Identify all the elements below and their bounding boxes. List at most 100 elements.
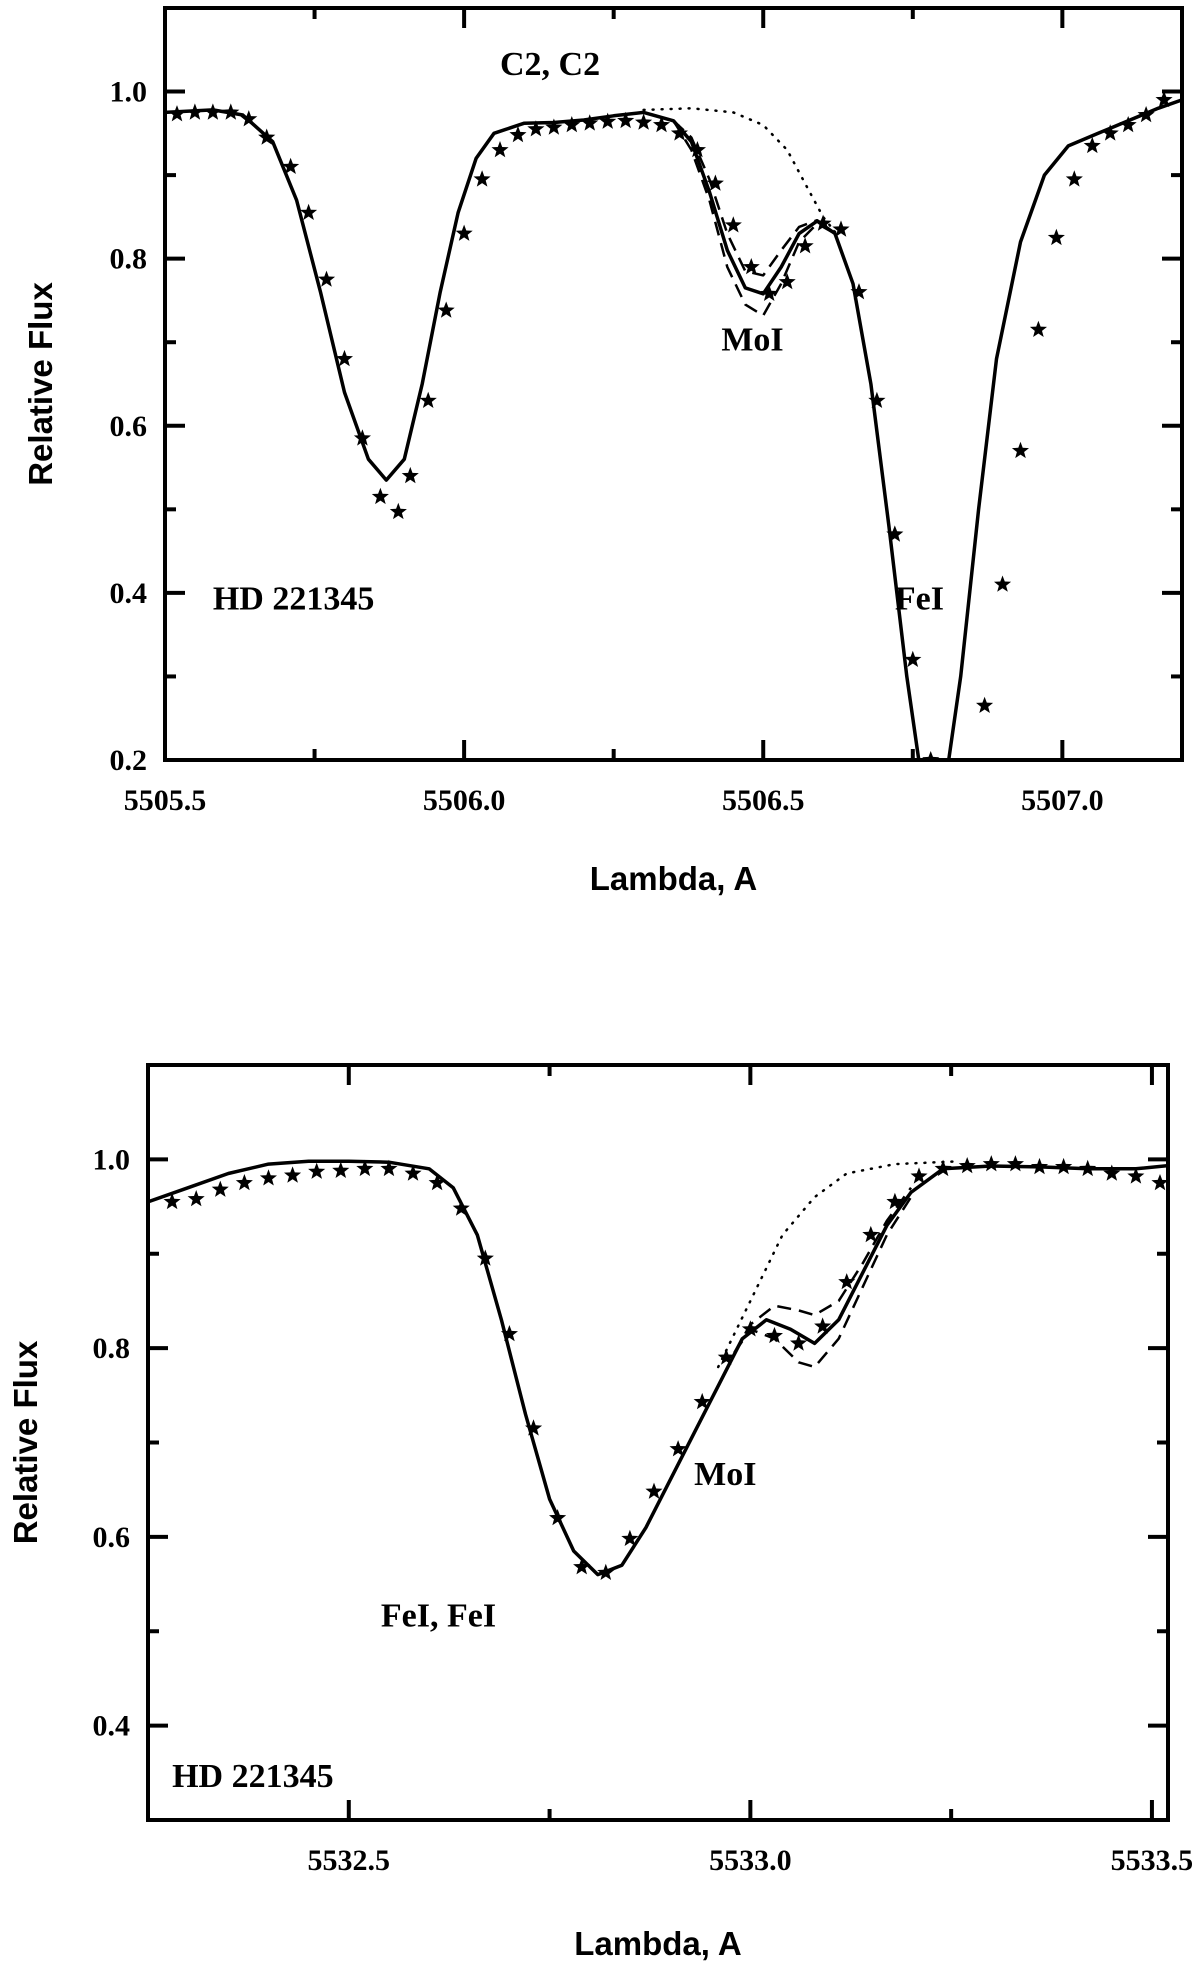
observed-star-point — [401, 466, 419, 484]
observed-star-point — [389, 502, 407, 520]
observed-star-point — [300, 203, 318, 220]
dashed-synthetic-spectrum — [672, 119, 836, 277]
observed-star-point — [1127, 1167, 1145, 1184]
x-tick-label: 5533.5 — [1111, 1844, 1194, 1877]
x-axis-title: Lambda, A — [590, 860, 757, 897]
observed-star-point — [653, 116, 671, 133]
observed-star-point — [790, 1334, 808, 1351]
observed-star-point — [211, 1180, 229, 1197]
series-group — [165, 90, 1182, 760]
solid-synthetic-spectrum — [148, 1159, 1168, 1577]
observed-star-point — [814, 1317, 832, 1334]
y-tick-label: 1.0 — [110, 76, 148, 109]
plot-frame — [146, 1063, 1170, 1822]
spectrum-plot-bottom: 5532.5 5533.0 5533.5 0.4 0.6 0.8 1.0 Lambda, A R… — [7, 1063, 1194, 1962]
observed-star-point — [371, 487, 389, 505]
observed-star-point — [1151, 1174, 1168, 1191]
annotation-label: MoI — [721, 322, 783, 359]
dashed-synthetic-spectrum — [672, 120, 836, 317]
observed-star-point — [452, 1199, 470, 1216]
observed-star-point — [706, 174, 724, 191]
observed-star-point — [380, 1159, 398, 1177]
y-axis-title: Relative Flux — [7, 1340, 44, 1544]
observed-star-point — [527, 120, 545, 137]
observed-star-point — [886, 1192, 904, 1210]
observed-star-point — [437, 301, 455, 318]
annotation-label: HD 221345 — [213, 581, 375, 618]
observed-star-point — [1101, 124, 1119, 141]
observed-star-point — [318, 270, 336, 287]
observed-spectrum-stars — [168, 90, 1173, 760]
observed-star-point — [308, 1162, 326, 1179]
x-tick-label: 5506.5 — [722, 784, 805, 817]
observed-star-point — [1155, 90, 1173, 108]
observed-star-point — [688, 141, 706, 158]
observed-star-point — [669, 1440, 687, 1457]
x-tick-label: 5532.5 — [308, 1844, 391, 1877]
observed-star-point — [163, 1192, 181, 1210]
observed-star-point — [525, 1419, 543, 1436]
plot-frame — [163, 6, 1184, 762]
y-tick-label: 0.6 — [110, 410, 148, 443]
y-tick-label: 1.0 — [93, 1143, 131, 1176]
x-tick-label: 5507.0 — [1021, 784, 1104, 817]
observed-star-point — [332, 1161, 350, 1178]
dotted-synthetic-spectrum — [642, 107, 837, 234]
observed-star-point — [419, 391, 437, 408]
observed-star-point — [982, 1155, 1000, 1172]
observed-star-point — [1119, 116, 1137, 133]
observed-star-point — [282, 157, 300, 174]
observed-star-point — [1047, 228, 1065, 246]
observed-star-point — [976, 696, 994, 713]
solid-synthetic-spectrum — [165, 98, 1182, 760]
y-tick-label: 0.8 — [110, 243, 148, 276]
observed-star-point — [724, 216, 742, 233]
observed-star-point — [796, 237, 814, 254]
observed-star-point — [1065, 170, 1083, 187]
observed-star-point — [621, 1529, 639, 1546]
dashed-synthetic-spectrum — [733, 1186, 913, 1354]
x-tick-label: 5506.0 — [423, 784, 506, 817]
observed-star-point — [635, 113, 653, 130]
observed-star-point — [742, 258, 760, 275]
observed-star-point — [473, 170, 491, 187]
x-tick-label: 5505.5 — [124, 784, 207, 817]
observed-star-point — [1006, 1155, 1024, 1172]
observed-star-point — [428, 1174, 446, 1191]
observed-star-point — [617, 111, 635, 129]
observed-star-point — [545, 118, 563, 135]
annotation-label: C2, C2 — [500, 46, 600, 83]
observed-star-point — [693, 1392, 711, 1410]
observed-star-point — [1029, 320, 1047, 337]
observed-star-point — [850, 283, 868, 300]
annotation-label: FeI — [895, 581, 944, 618]
y-tick-label: 0.4 — [93, 1710, 131, 1743]
observed-star-point — [765, 1326, 783, 1344]
observed-star-point — [187, 1190, 205, 1207]
dotted-synthetic-spectrum — [716, 1160, 961, 1369]
y-tick-label: 0.4 — [110, 577, 148, 610]
y-tick-label: 0.8 — [93, 1332, 131, 1365]
observed-star-point — [1176, 1179, 1193, 1195]
annotation-label: MoI — [694, 1456, 756, 1493]
observed-star-point — [862, 1225, 880, 1243]
observed-star-point — [573, 1558, 591, 1575]
observed-star-point — [284, 1166, 302, 1183]
observed-star-point — [563, 116, 581, 133]
observed-star-point — [910, 1167, 928, 1184]
observed-star-point — [994, 575, 1012, 592]
observed-star-point — [717, 1348, 735, 1365]
observed-star-point — [259, 1169, 277, 1186]
observed-star-point — [778, 273, 796, 290]
annotation-label: HD 221345 — [172, 1758, 334, 1795]
observed-star-point — [868, 391, 886, 408]
observed-star-point — [958, 1157, 976, 1174]
y-tick-label: 0.2 — [110, 744, 148, 777]
observed-star-point — [832, 220, 850, 237]
observed-star-point — [645, 1482, 663, 1499]
observed-star-point — [455, 224, 473, 241]
y-tick-label: 0.6 — [93, 1521, 131, 1554]
observed-star-point — [1011, 441, 1029, 459]
spectrum-plot-top: 5505.5 5506.0 5506.5 5507.0 0.2 0.4 0.6 0.8 1.0 L… — [22, 6, 1184, 897]
